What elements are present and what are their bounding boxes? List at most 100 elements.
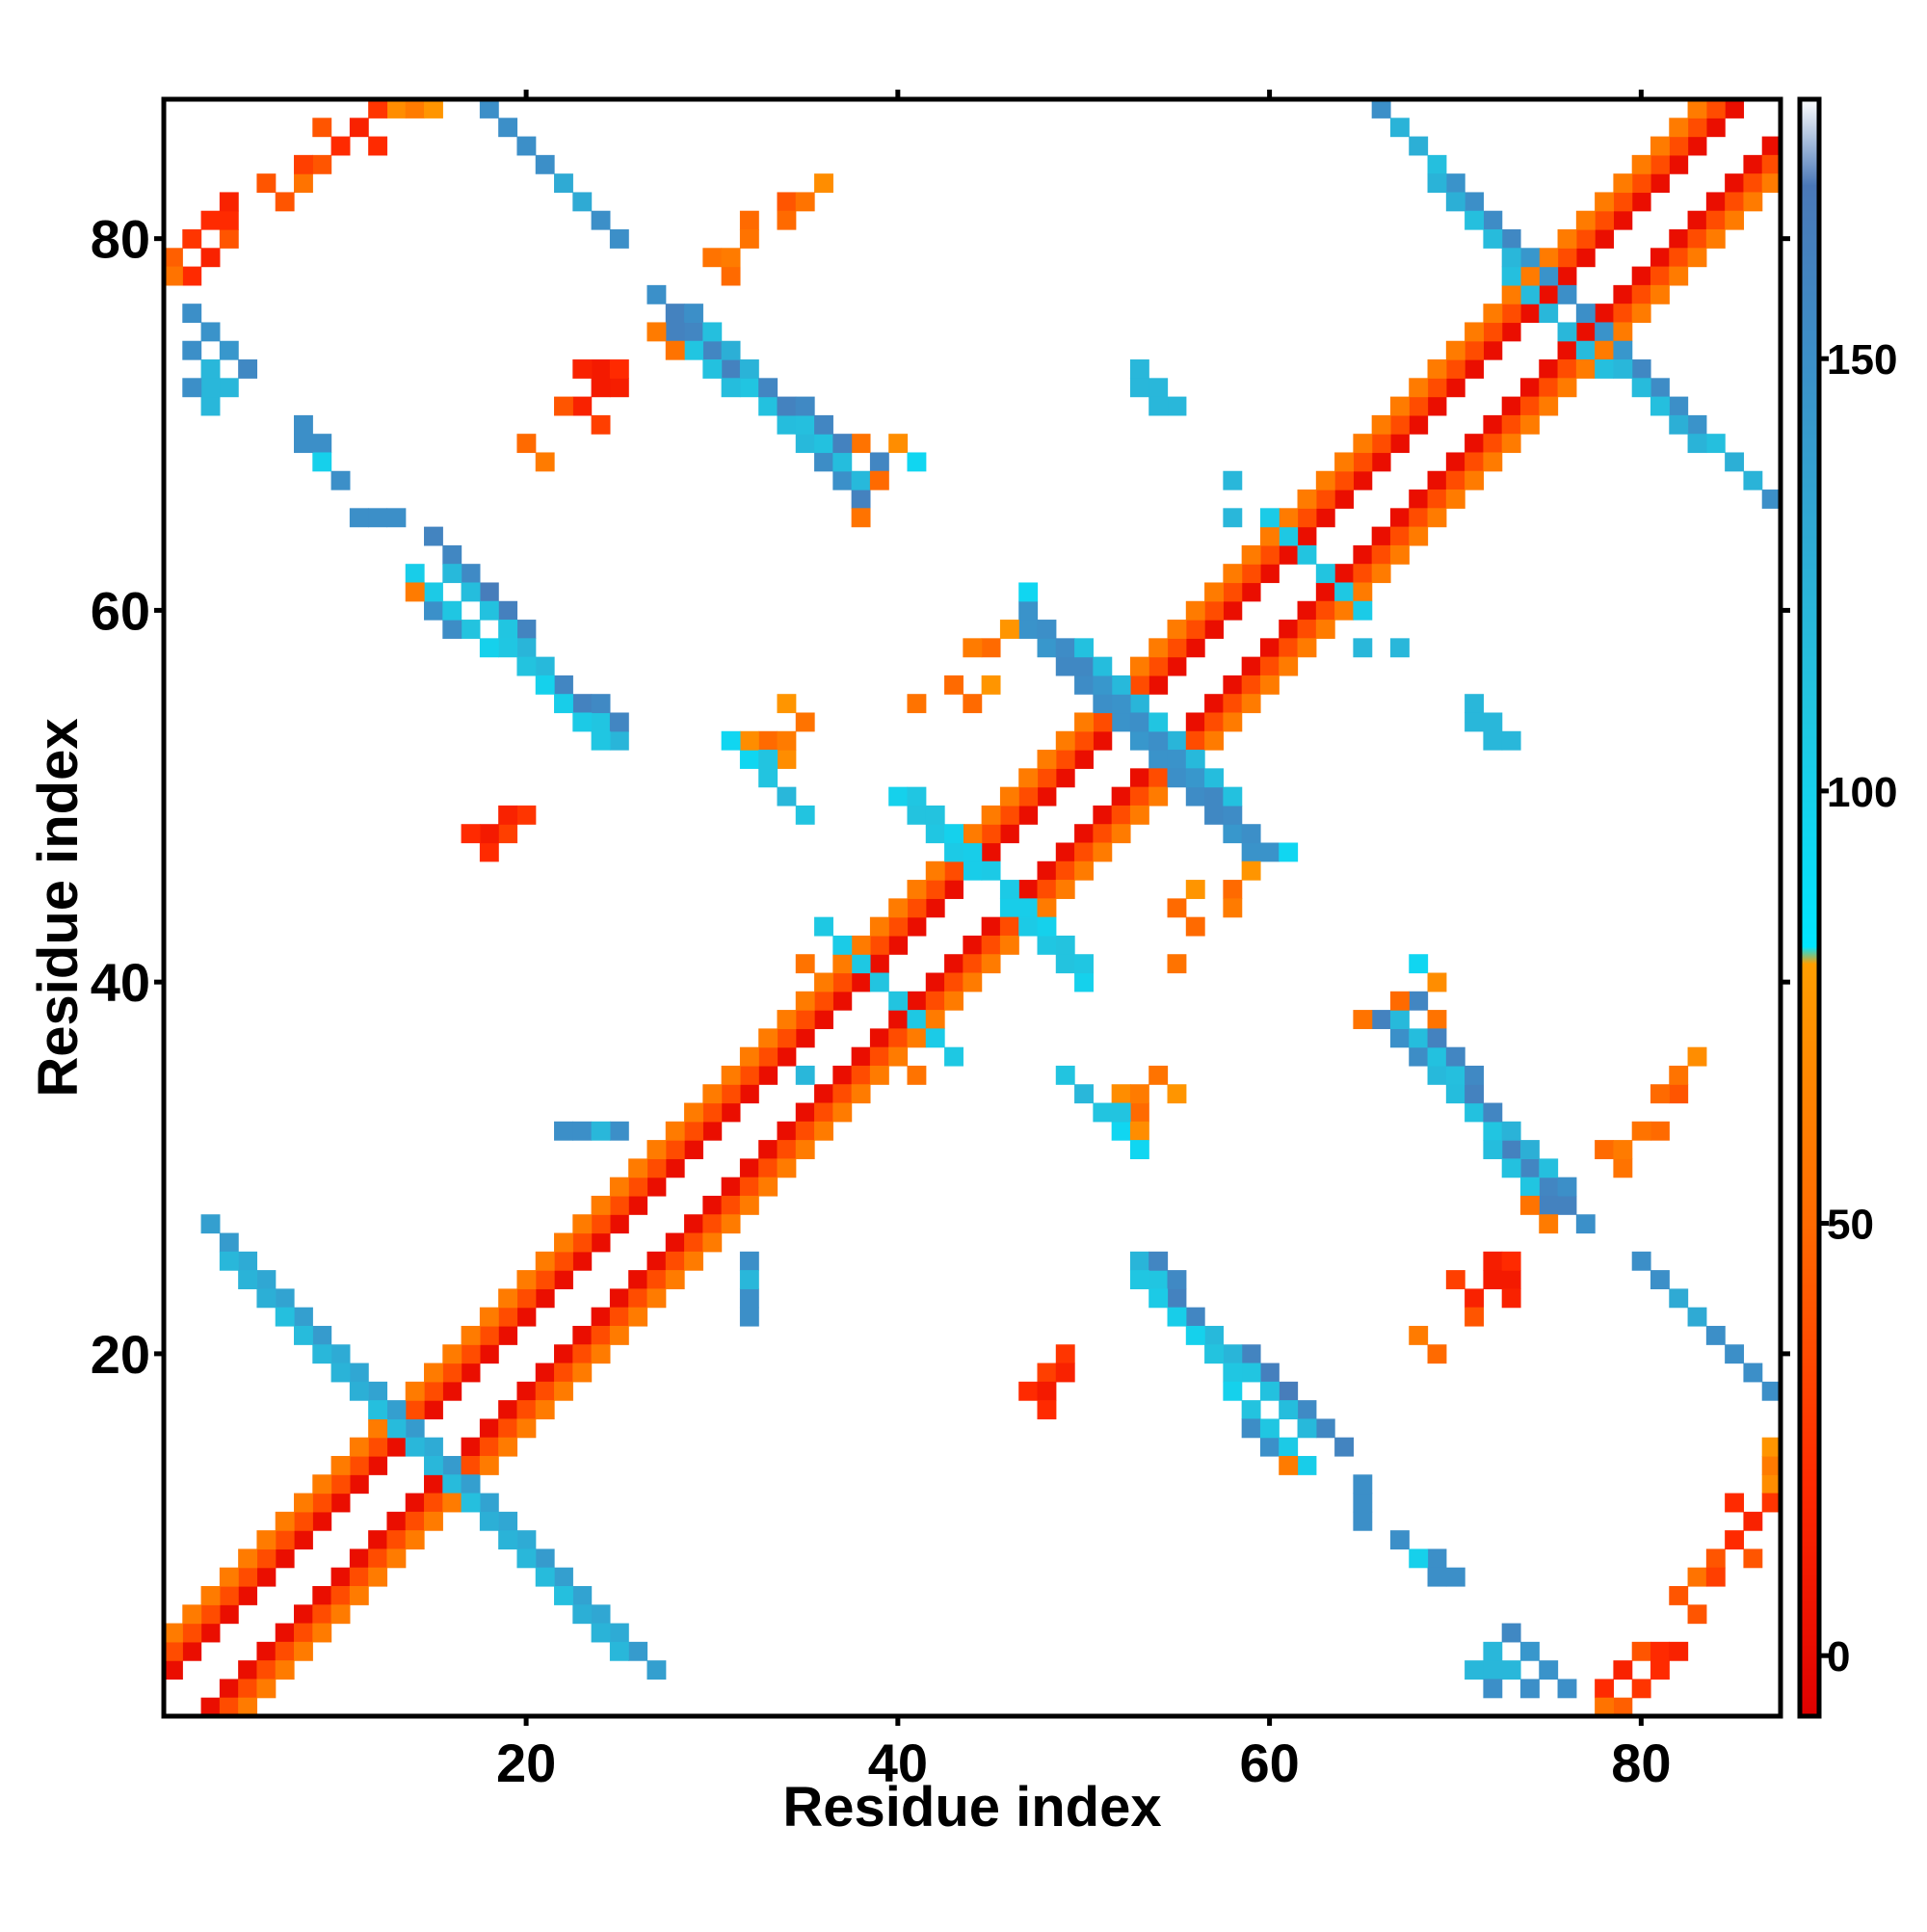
heatmap-cell bbox=[1037, 860, 1057, 881]
heatmap-cell bbox=[200, 396, 221, 416]
heatmap-cell bbox=[1279, 1400, 1299, 1419]
heatmap-cell bbox=[498, 1400, 518, 1419]
heatmap-cell bbox=[1204, 768, 1224, 788]
heatmap-cell bbox=[1037, 916, 1057, 937]
heatmap-cell bbox=[1557, 1679, 1577, 1699]
heatmap-cell bbox=[609, 1325, 629, 1345]
heatmap-cell bbox=[424, 1493, 443, 1513]
heatmap-cell bbox=[1631, 266, 1651, 286]
heatmap-cell bbox=[832, 1102, 853, 1123]
heatmap-cell bbox=[1241, 1344, 1261, 1364]
heatmap-cells bbox=[164, 99, 1782, 1717]
heatmap-cell bbox=[498, 1288, 518, 1309]
heatmap-cell bbox=[1539, 359, 1559, 379]
heatmap-cell bbox=[275, 192, 295, 212]
heatmap-cell bbox=[1167, 396, 1187, 416]
heatmap-cell bbox=[1427, 359, 1447, 379]
heatmap-cell bbox=[1223, 694, 1243, 714]
heatmap-cell bbox=[1241, 656, 1261, 676]
heatmap-cell bbox=[1037, 898, 1057, 918]
heatmap-cell bbox=[1595, 1140, 1615, 1159]
heatmap-cell bbox=[1297, 638, 1317, 658]
heatmap-cell bbox=[1259, 508, 1280, 528]
heatmap-cell bbox=[442, 564, 462, 584]
heatmap-cell bbox=[1074, 712, 1094, 732]
heatmap-cell bbox=[1279, 1381, 1299, 1401]
heatmap-cell bbox=[1465, 434, 1484, 454]
heatmap-cell bbox=[758, 396, 779, 416]
heatmap-cell bbox=[758, 768, 779, 788]
heatmap-cell bbox=[925, 991, 945, 1011]
heatmap-cell bbox=[1705, 434, 1726, 454]
heatmap-cell bbox=[832, 470, 853, 490]
heatmap-cell bbox=[907, 1065, 927, 1085]
heatmap-cell bbox=[1483, 1270, 1503, 1289]
heatmap-cell bbox=[795, 805, 815, 825]
heatmap-cell bbox=[628, 1641, 648, 1661]
heatmap-cell bbox=[424, 582, 443, 602]
heatmap-cell bbox=[1093, 656, 1113, 676]
heatmap-cell bbox=[1148, 378, 1169, 398]
heatmap-cell bbox=[368, 1455, 388, 1475]
heatmap-cell bbox=[944, 675, 964, 695]
heatmap-cell bbox=[1465, 1288, 1484, 1309]
heatmap-cell bbox=[1241, 842, 1261, 862]
heatmap-cell bbox=[1185, 712, 1205, 732]
heatmap-cell bbox=[1259, 1418, 1280, 1439]
heatmap-cell bbox=[1427, 1046, 1447, 1067]
heatmap-cell bbox=[238, 1697, 258, 1717]
heatmap-cell bbox=[1204, 1344, 1224, 1364]
heatmap-cell bbox=[1018, 786, 1039, 807]
heatmap-cell bbox=[758, 378, 779, 398]
heatmap-cell bbox=[1519, 414, 1540, 435]
heatmap-cell bbox=[1353, 470, 1373, 490]
heatmap-cell bbox=[1557, 266, 1577, 286]
heatmap-cell bbox=[479, 1418, 499, 1439]
heatmap-cell bbox=[1483, 210, 1503, 230]
heatmap-cell bbox=[1018, 805, 1039, 825]
heatmap-cell bbox=[1315, 1418, 1335, 1439]
heatmap-cell bbox=[200, 210, 221, 230]
heatmap-cell bbox=[386, 1511, 407, 1531]
heatmap-cell bbox=[1185, 600, 1205, 621]
heatmap-cell bbox=[981, 860, 1001, 881]
heatmap-cell bbox=[721, 1195, 741, 1215]
heatmap-cell bbox=[1669, 248, 1689, 268]
heatmap-cell bbox=[1148, 1270, 1169, 1289]
heatmap-cell bbox=[684, 1102, 703, 1123]
heatmap-cell bbox=[1334, 452, 1354, 472]
heatmap-cell bbox=[609, 1177, 629, 1197]
heatmap-cell bbox=[1705, 1548, 1726, 1569]
heatmap-cell bbox=[739, 229, 759, 249]
heatmap-cell bbox=[554, 1344, 573, 1364]
heatmap-cell bbox=[1129, 730, 1149, 751]
heatmap-cell bbox=[368, 1418, 388, 1439]
heatmap-cell bbox=[1334, 490, 1354, 509]
heatmap-cell bbox=[888, 935, 909, 955]
heatmap-cell bbox=[1055, 1065, 1075, 1085]
heatmap-cell bbox=[219, 192, 239, 212]
heatmap-cell bbox=[1557, 284, 1577, 304]
heatmap-cell bbox=[739, 1288, 759, 1309]
heatmap-cell bbox=[1093, 730, 1113, 751]
heatmap-cell bbox=[386, 1418, 407, 1439]
heatmap-cell bbox=[609, 1623, 629, 1643]
heatmap-cell bbox=[1631, 1641, 1651, 1661]
heatmap-cell bbox=[1389, 508, 1410, 528]
heatmap-cell bbox=[702, 1232, 723, 1253]
heatmap-cell bbox=[1167, 898, 1187, 918]
heatmap-cell bbox=[1129, 1251, 1149, 1271]
heatmap-cell bbox=[795, 712, 815, 732]
heatmap-cell bbox=[1315, 600, 1335, 621]
heatmap-cell bbox=[275, 1623, 295, 1643]
heatmap-cell bbox=[1389, 118, 1410, 138]
heatmap-cell bbox=[684, 304, 703, 324]
heatmap-cell bbox=[554, 1121, 573, 1141]
heatmap-cell bbox=[1129, 656, 1149, 676]
heatmap-cell bbox=[981, 916, 1001, 937]
heatmap-cell bbox=[554, 1567, 573, 1587]
heatmap-cell bbox=[535, 675, 555, 695]
heatmap-cell bbox=[442, 1344, 462, 1364]
heatmap-cell bbox=[516, 620, 537, 639]
heatmap-cell bbox=[739, 359, 759, 379]
